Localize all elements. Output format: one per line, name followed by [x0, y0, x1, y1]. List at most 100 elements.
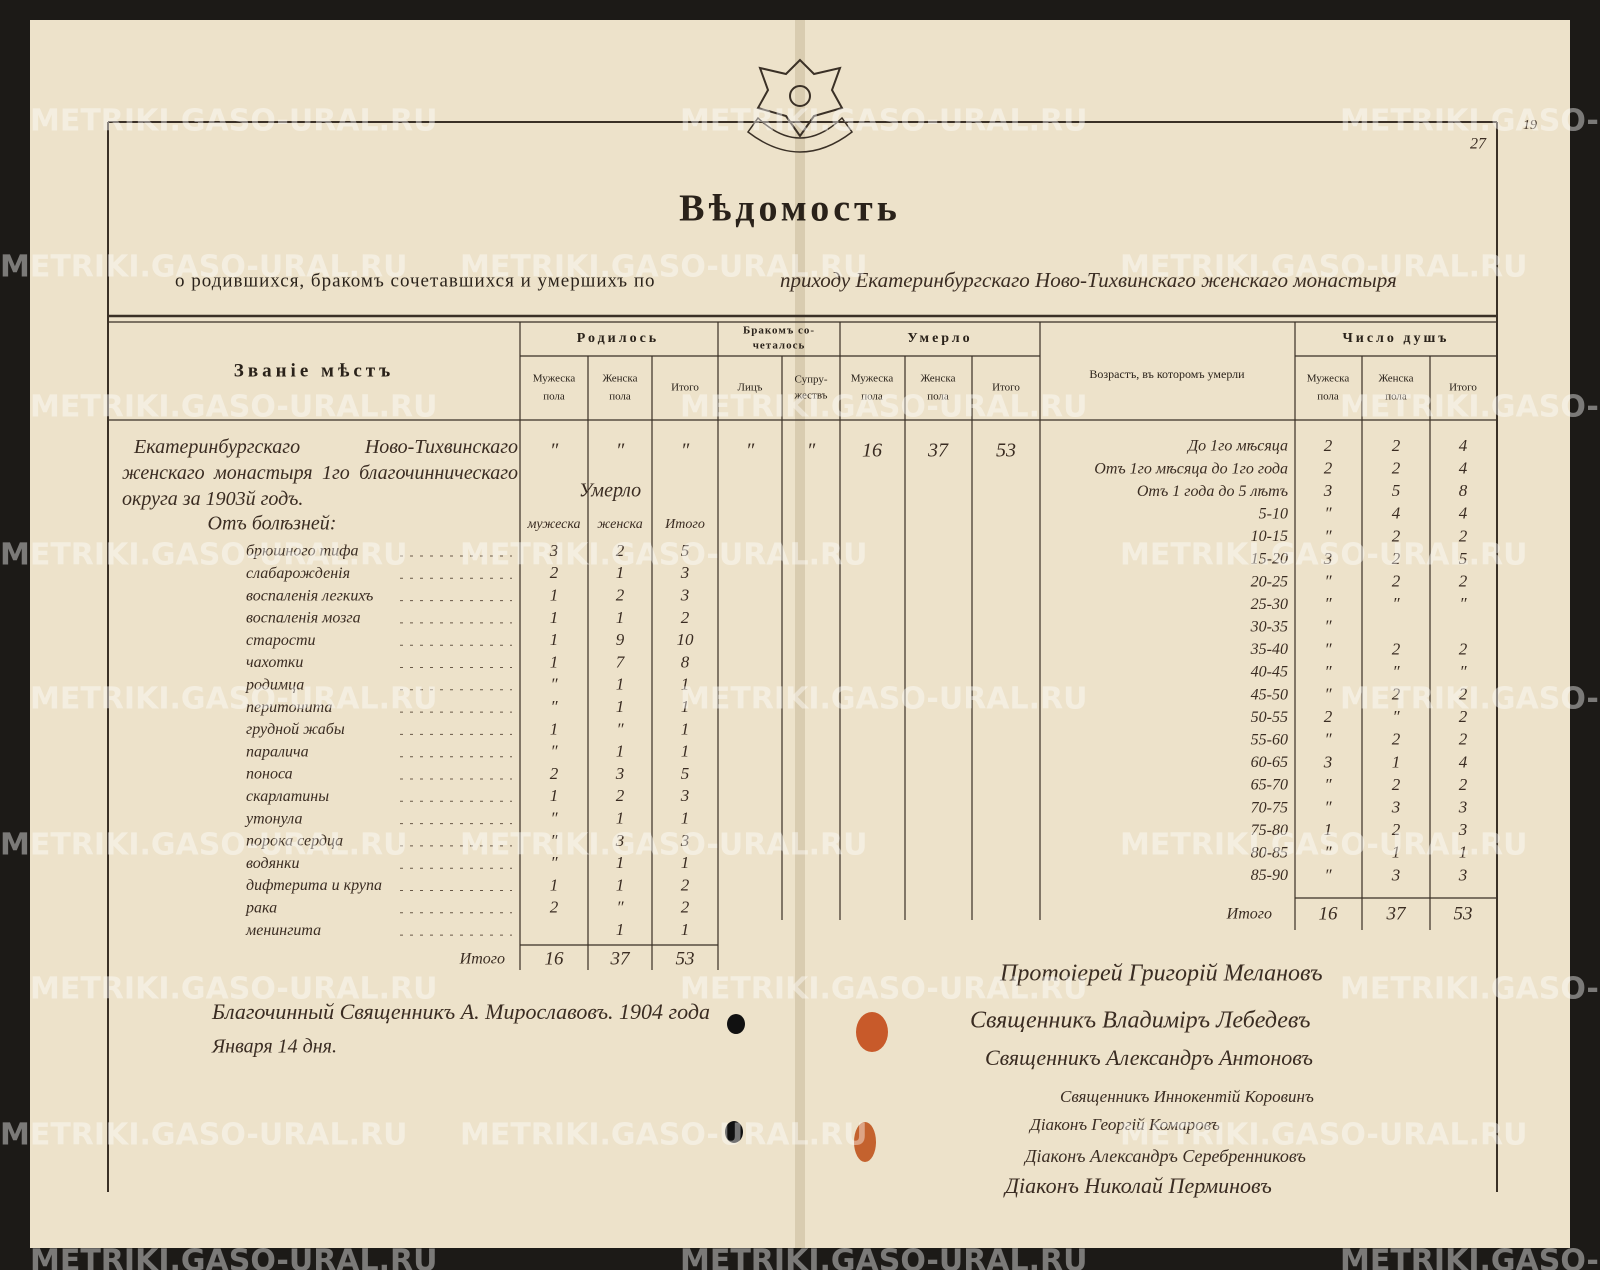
age: 15-20 — [1251, 551, 1288, 568]
cell: ″ — [1324, 730, 1332, 749]
cause: дифтерита и крупа — [246, 877, 382, 894]
watermark: METRIKI.GASO-URAL.RU — [30, 1244, 438, 1270]
cell: ″ — [1392, 594, 1400, 613]
cell: 1 — [616, 809, 625, 828]
cell: 2 — [1459, 685, 1468, 704]
cause: перитонита — [246, 699, 332, 716]
frame — [107, 121, 1498, 1192]
cell: 2 — [1459, 572, 1468, 591]
cell: 3 — [1458, 820, 1468, 839]
cause: родимца — [245, 676, 304, 693]
age: 40-45 — [1251, 664, 1288, 681]
cell: ″ — [550, 809, 558, 828]
cell: ″ — [1459, 662, 1467, 681]
cell: 2 — [1459, 639, 1468, 658]
sub-header: Мужеска — [851, 373, 894, 385]
watermark: METRIKI.GASO-URAL.RU — [1120, 1118, 1528, 1153]
watermark: METRIKI.GASO-URAL.RU — [680, 1244, 1088, 1270]
cell: 4 — [1459, 459, 1468, 478]
cell: ″ — [1459, 594, 1467, 613]
cell: 9 — [616, 630, 625, 649]
watermark: METRIKI.GASO-URAL.RU — [0, 538, 408, 573]
watermark: METRIKI.GASO-URAL.RU — [1120, 538, 1528, 573]
cell: 3 — [1458, 798, 1468, 817]
group-header: Бракомъ со- — [743, 325, 815, 337]
cell: 1 — [681, 853, 690, 872]
group-header: Родилось — [577, 331, 659, 346]
cell: ″ — [550, 440, 559, 462]
age: До 1го мѣсяца — [1186, 438, 1288, 455]
cell: ″ — [1324, 594, 1332, 613]
cell: ″ — [1324, 865, 1332, 884]
cell: 37 — [927, 440, 949, 462]
watermark: METRIKI.GASO-URAL.RU — [680, 390, 1088, 425]
group-header: Число душъ — [1343, 331, 1450, 346]
sub-header: жествъ — [794, 390, 828, 402]
cell: 1 — [550, 630, 559, 649]
folio: 27 — [1470, 136, 1487, 153]
age: 45-50 — [1251, 686, 1288, 703]
cause: чахотки — [246, 654, 303, 671]
total: 53 — [676, 948, 695, 969]
subtitle: о родившихся, бракомъ сочетавшихся и уме… — [175, 270, 656, 291]
place: Екатеринбургскаго Ново-Тихвинскаго женск… — [122, 436, 518, 510]
total: 16 — [545, 948, 565, 969]
cell: 2 — [616, 786, 625, 805]
cell: 2 — [1392, 730, 1401, 749]
watermark: METRIKI.GASO-URAL.RU — [460, 828, 868, 863]
signature: Января 14 дня. — [211, 1036, 337, 1058]
cell: 1 — [616, 853, 625, 872]
watermark: METRIKI.GASO-URAL.RU — [460, 538, 868, 573]
signature: Протоіерей Григорій Мелановъ — [999, 961, 1323, 987]
watermark: METRIKI.GASO-URAL.RU — [1340, 104, 1600, 139]
cell: 1 — [1392, 752, 1401, 771]
cell: 4 — [1459, 752, 1468, 771]
sub-header: пола — [861, 391, 883, 403]
total: 16 — [1319, 903, 1339, 924]
cell: 1 — [616, 875, 625, 894]
cell: 3 — [1391, 865, 1401, 884]
cell: 1 — [616, 563, 625, 582]
cell: ″ — [1324, 662, 1332, 681]
watermark: METRIKI.GASO-URAL.RU — [680, 104, 1088, 139]
cell: 3 — [1323, 549, 1333, 568]
cell: ″ — [746, 440, 755, 462]
cell: 1 — [616, 675, 625, 694]
total-label: Итого — [1226, 906, 1272, 923]
cell: 3 — [680, 786, 690, 805]
cell: 16 — [862, 440, 882, 462]
cell: ″ — [1324, 685, 1332, 704]
cell: 2 — [616, 586, 625, 605]
cell: 3 — [1391, 798, 1401, 817]
total-label: Итого — [459, 951, 505, 968]
total: 37 — [610, 948, 632, 969]
emblem — [746, 58, 854, 153]
cell: 1 — [616, 608, 625, 627]
cell: 2 — [1392, 775, 1401, 794]
cell: 1 — [616, 742, 625, 761]
cell: 10 — [677, 630, 695, 649]
signature: Діаконъ Георгій Комаровъ — [1028, 1115, 1220, 1134]
signature: Діаконъ Александръ Серебренниковъ — [1023, 1146, 1306, 1166]
watermark: METRIKI.GASO-URAL.RU — [1120, 828, 1528, 863]
sub-header: пола — [609, 391, 631, 403]
sub-header: мужеска — [526, 517, 580, 532]
age: 30-35 — [1250, 618, 1288, 635]
sub-header: Женска — [920, 373, 955, 385]
cell: 2 — [1459, 730, 1468, 749]
sub-header: Женска — [602, 373, 637, 385]
cell: 1 — [550, 586, 559, 605]
watermark: METRIKI.GASO-URAL.RU — [30, 682, 438, 717]
group-header: четалось — [753, 340, 806, 352]
watermark: METRIKI.GASO-URAL.RU — [460, 1118, 868, 1153]
age: 55-60 — [1251, 731, 1288, 748]
seals — [725, 1012, 888, 1162]
cell: 1 — [616, 920, 625, 939]
cell: 53 — [996, 440, 1016, 462]
cause: воспаленія мозга — [246, 610, 361, 627]
cell: 3 — [1323, 481, 1333, 500]
sub-header: Итого — [1449, 382, 1477, 394]
cell: ″ — [1392, 707, 1400, 726]
